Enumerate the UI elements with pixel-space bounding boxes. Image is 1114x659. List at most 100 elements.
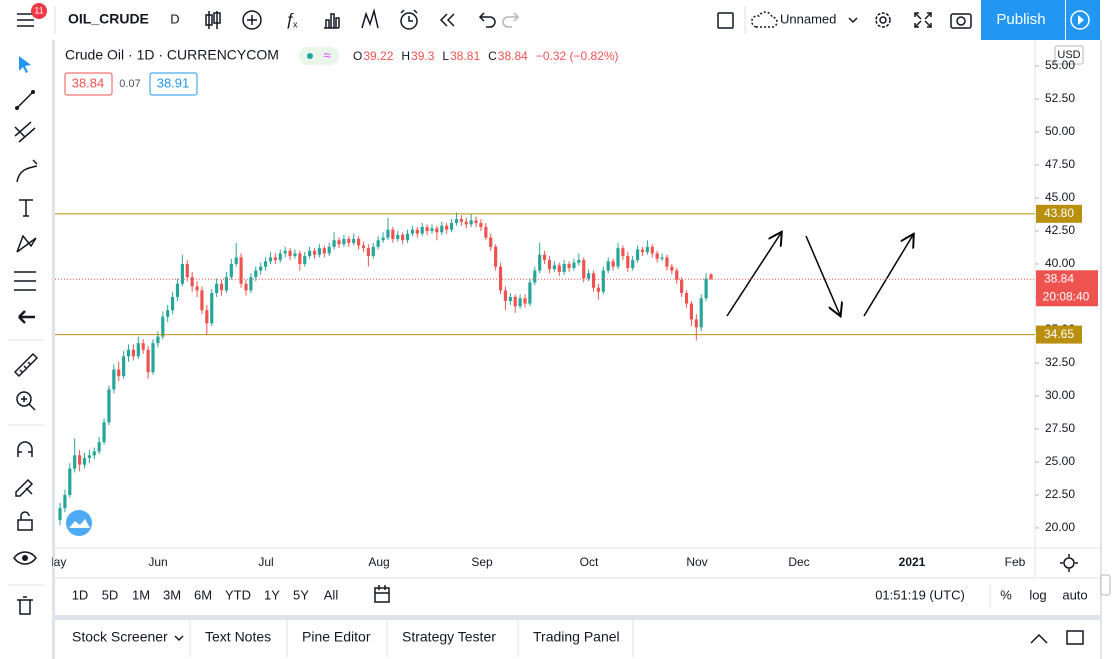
legend-key: L	[442, 49, 449, 63]
candle-body	[371, 246, 375, 257]
bottom-tab[interactable]: Strategy Tester	[402, 629, 496, 645]
layout-button[interactable]	[361, 8, 379, 29]
candle-body	[484, 227, 488, 238]
top-toolbar	[0, 0, 1114, 40]
range-button[interactable]: 1Y	[264, 587, 280, 602]
axis-settings[interactable]	[1060, 554, 1078, 572]
candle-body	[185, 263, 189, 278]
templates-button[interactable]	[324, 13, 340, 29]
candle-body	[239, 257, 243, 284]
badge-count: 11	[34, 5, 43, 15]
candle-body	[474, 220, 478, 224]
clock: 01:51:19 (UTC)	[875, 587, 965, 602]
bottom-tab[interactable]: Text Notes	[205, 629, 271, 645]
candle-body	[117, 369, 121, 377]
candle-body	[347, 238, 351, 243]
candle-body	[660, 257, 664, 259]
time-label: Jun	[148, 555, 167, 569]
candle-body	[557, 265, 561, 272]
range-button[interactable]: 5D	[102, 587, 119, 602]
candle-body	[161, 316, 165, 337]
watermark	[66, 510, 92, 536]
candle-body	[268, 257, 273, 262]
select-button[interactable]	[717, 12, 734, 29]
chart-type-button[interactable]	[205, 11, 221, 29]
price-label: 20.00	[1045, 520, 1075, 534]
drawings[interactable]	[726, 233, 913, 316]
candle-body	[278, 253, 282, 261]
level-label: 34.65	[1044, 327, 1074, 341]
compare-button[interactable]	[242, 10, 262, 30]
candle-body	[469, 220, 473, 225]
range-button[interactable]: 1M	[132, 587, 150, 602]
legend-value: 38.84	[498, 49, 528, 63]
candle-body	[415, 229, 419, 234]
status-icon: ≈	[323, 47, 330, 62]
replay-button[interactable]	[439, 13, 455, 27]
candle-body	[401, 234, 405, 241]
range-button[interactable]: 3M	[163, 587, 181, 602]
candle-body	[283, 250, 287, 254]
bid: 38.84	[72, 75, 105, 90]
left-tools[interactable]	[8, 56, 44, 615]
ask-box[interactable]	[149, 72, 198, 96]
candle-body	[582, 260, 586, 279]
right-panel	[1102, 40, 1114, 659]
collapse-right[interactable]	[1100, 574, 1111, 596]
scale-option[interactable]: %	[1000, 587, 1012, 602]
level-tag	[1036, 325, 1082, 344]
price-label: 40.00	[1045, 256, 1075, 270]
range-button[interactable]: YTD	[225, 587, 251, 602]
scale-option[interactable]: auto	[1062, 587, 1087, 602]
price-label: 42.50	[1045, 223, 1075, 237]
candle-body	[601, 270, 605, 292]
layout-name[interactable]: Unnamed	[780, 11, 836, 26]
indicators-button[interactable]: ƒx	[285, 9, 298, 29]
candle-body	[489, 237, 493, 247]
redo-button[interactable]	[502, 12, 520, 28]
publish-button[interactable]	[981, 0, 1065, 40]
candle-body	[244, 283, 248, 291]
bottom-tab[interactable]: Pine Editor	[302, 629, 371, 645]
fullscreen-button[interactable]	[914, 12, 932, 28]
alert-button[interactable]	[400, 9, 418, 30]
scale-option[interactable]: log	[1029, 587, 1046, 602]
range-button[interactable]: 6M	[194, 587, 212, 602]
interval[interactable]: D	[170, 11, 179, 26]
bottom-tab[interactable]: Stock Screener	[72, 629, 168, 645]
candle-body	[312, 250, 317, 255]
symbol[interactable]: OIL_CRUDE	[68, 11, 149, 27]
candle-body	[567, 263, 571, 268]
settings-button[interactable]	[875, 12, 891, 28]
panel-maximize[interactable]	[1066, 630, 1084, 645]
candle-body	[538, 254, 542, 271]
candle-body	[513, 296, 517, 307]
candle-body	[523, 298, 527, 304]
price-label: 52.50	[1045, 91, 1075, 105]
bid-box[interactable]	[64, 72, 113, 96]
date-range-button[interactable]	[374, 585, 390, 603]
candle-body	[92, 451, 96, 456]
range-button[interactable]: All	[324, 587, 339, 602]
time-label: Feb	[1005, 555, 1026, 569]
candle-body	[689, 303, 694, 320]
candle-body	[356, 238, 361, 246]
range-button[interactable]: 1D	[72, 587, 89, 602]
candle-body	[562, 263, 566, 272]
menu-button[interactable]: 11	[17, 3, 47, 27]
price-label: 55.00	[1045, 58, 1075, 72]
candle-body	[136, 343, 140, 357]
price-label: 27.50	[1045, 421, 1075, 435]
currency: USD	[1057, 49, 1080, 61]
undo-button[interactable]	[478, 12, 496, 28]
candle-body	[396, 234, 400, 239]
price-label: 25.00	[1045, 454, 1075, 468]
candle-body	[577, 260, 581, 263]
snapshot-button[interactable]	[950, 13, 972, 29]
bottom-tab[interactable]: Trading Panel	[533, 629, 620, 645]
currency-box[interactable]	[1054, 45, 1084, 65]
range-button[interactable]: 5Y	[293, 587, 309, 602]
panel-collapse[interactable]	[1030, 633, 1048, 644]
candle-body	[709, 274, 713, 280]
candle-body	[440, 225, 444, 233]
